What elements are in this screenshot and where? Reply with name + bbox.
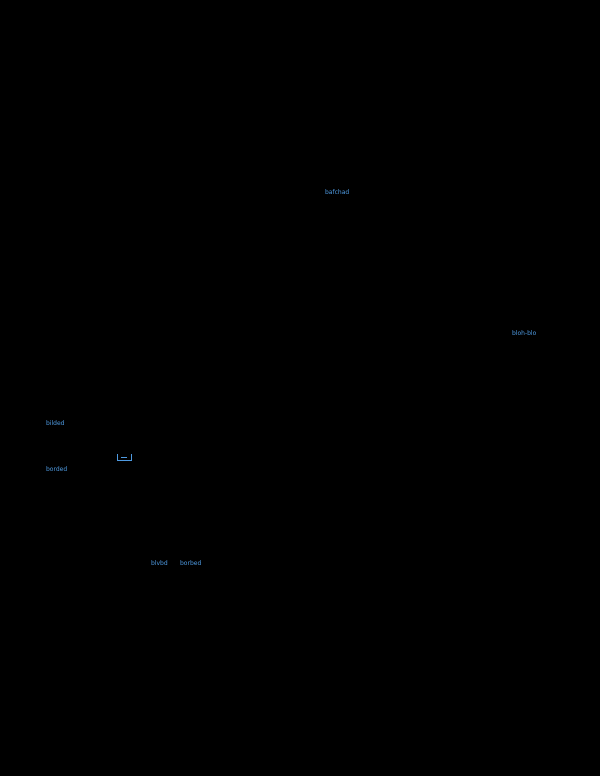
hyperlink-right-middle[interactable]: bloh-blo	[512, 330, 537, 337]
hyperlink-left-lower[interactable]: borded	[46, 466, 68, 473]
hyperlink-top-center[interactable]: bafchad	[325, 189, 350, 196]
box-dash	[121, 457, 127, 458]
hyperlink-box-mark[interactable]	[117, 454, 132, 461]
hyperlink-bottom-left-1[interactable]: blvbd	[151, 560, 168, 567]
hyperlink-left-upper[interactable]: bilded	[46, 420, 65, 427]
hyperlink-bottom-left-2[interactable]: borbed	[180, 560, 202, 567]
